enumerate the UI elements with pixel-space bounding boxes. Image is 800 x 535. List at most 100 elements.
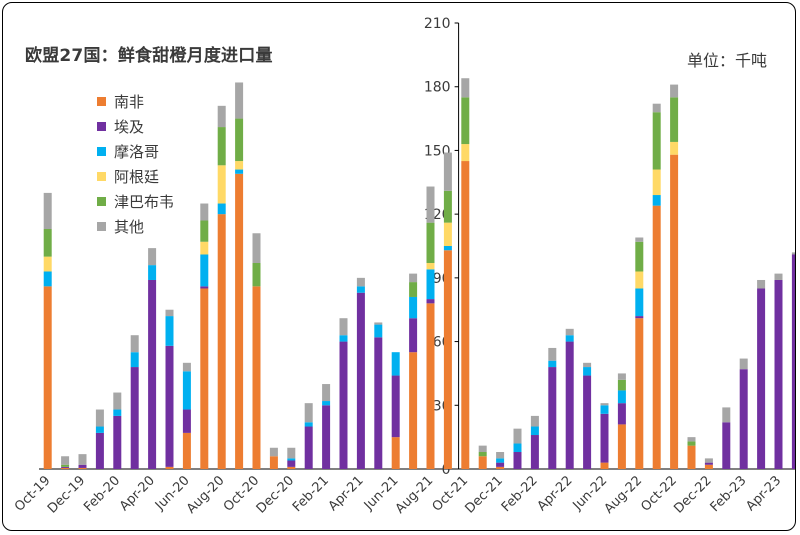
legend-swatch — [97, 172, 106, 181]
x-tick-label: Feb-22 — [499, 473, 541, 515]
bar-segment — [287, 447, 296, 459]
legend-label: 南非 — [114, 93, 145, 111]
legend-label: 摩洛哥 — [114, 143, 160, 161]
chart-canvas: 0306090120150180210Oct-19Dec-19Feb-20Apr… — [12, 16, 795, 517]
x-tick-label: Dec-21 — [463, 473, 506, 516]
x-tick-label: Feb-20 — [81, 473, 123, 515]
bar-segment — [235, 173, 244, 470]
legend-item: 其他 — [97, 214, 174, 239]
bar-segment — [391, 437, 400, 469]
bar-segment — [409, 296, 418, 319]
bar-segment — [687, 441, 696, 446]
bar-segment — [339, 318, 348, 336]
legend-item: 埃及 — [97, 114, 174, 139]
x-tick-label: Dec-20 — [254, 473, 297, 516]
bar-segment — [304, 422, 313, 427]
bar-segment — [43, 256, 52, 272]
bar-segment — [496, 458, 505, 463]
bar-segment — [774, 279, 783, 469]
bar-segment — [182, 409, 191, 433]
bar-segment — [217, 165, 226, 204]
legend: 南非埃及摩洛哥阿根廷津巴布韦其他 — [97, 89, 174, 239]
bar-segment — [461, 144, 470, 162]
bar-segment — [339, 335, 348, 342]
bar-segment — [478, 456, 487, 469]
chart-title: 欧盟27国：鲜食甜橙月度进口量 — [25, 46, 273, 66]
bar-segment — [635, 241, 644, 272]
bar-segment — [496, 466, 505, 469]
legend-swatch — [97, 122, 106, 131]
bar-segment — [530, 435, 539, 469]
bar-segment — [635, 318, 644, 469]
bar-segment — [791, 252, 795, 255]
bar-segment — [61, 467, 70, 469]
bar-segment — [478, 445, 487, 453]
bar-segment — [443, 190, 452, 223]
bar-segment — [322, 401, 331, 406]
legend-label: 其他 — [114, 218, 145, 236]
bar-segment — [652, 112, 661, 170]
bar-segment — [200, 203, 209, 221]
x-tick-label: Aug-20 — [184, 473, 228, 517]
bar-segment — [78, 454, 87, 465]
bar-segment — [635, 271, 644, 289]
bar-segment — [757, 288, 766, 469]
bar-segment — [252, 233, 261, 263]
bar-segment — [200, 254, 209, 287]
bar-segment — [443, 152, 452, 191]
y-tick-label: 180 — [424, 80, 451, 96]
legend-item: 南非 — [97, 89, 174, 114]
bar-segment — [791, 254, 795, 469]
bar-segment — [670, 141, 679, 155]
bar-segment — [583, 375, 592, 469]
bar-segment — [165, 316, 174, 346]
bar-segment — [652, 205, 661, 469]
bar-segment — [635, 237, 644, 242]
bar-segment — [113, 409, 122, 416]
bar-segment — [356, 286, 365, 293]
bar-segment — [687, 445, 696, 469]
bar-segment — [165, 345, 174, 467]
legend-swatch — [97, 147, 106, 156]
bar-segment — [235, 82, 244, 119]
legend-item: 阿根廷 — [97, 164, 174, 189]
bar-segment — [426, 269, 435, 300]
bar-segment — [617, 403, 626, 425]
unit-label: 单位：千吨 — [686, 51, 767, 70]
bar-segment — [287, 460, 296, 467]
bar-segment — [200, 220, 209, 242]
bar-segment — [478, 452, 487, 457]
bar-segment — [356, 277, 365, 287]
bar-segment — [43, 229, 52, 257]
bar-segment — [426, 222, 435, 263]
y-tick-label: 0 — [442, 462, 451, 478]
bar-segment — [722, 422, 731, 469]
bar-segment — [530, 415, 539, 427]
bar-segment — [95, 409, 104, 427]
bar-segment — [374, 337, 383, 469]
x-tick-label: Dec-22 — [671, 473, 714, 516]
bar-segment — [130, 352, 139, 368]
bar-segment — [583, 367, 592, 376]
bar-segment — [670, 84, 679, 98]
bar-segment — [496, 452, 505, 459]
bar-segment — [113, 415, 122, 469]
bar-segment — [374, 324, 383, 338]
bar-segment — [235, 161, 244, 170]
bar-segment — [130, 335, 139, 353]
bar-segment — [95, 432, 104, 469]
bar-segment — [61, 464, 70, 467]
bar-segment — [322, 384, 331, 402]
bar-segment — [113, 392, 122, 410]
bar-segment — [617, 390, 626, 404]
bar-segment — [43, 286, 52, 469]
legend-label: 阿根廷 — [114, 168, 160, 186]
bar-segment — [391, 352, 400, 376]
bar-segment — [652, 169, 661, 196]
legend-label: 津巴布韦 — [114, 193, 175, 211]
bar-segment — [409, 282, 418, 297]
bar-segment — [617, 424, 626, 469]
bar-segment — [322, 405, 331, 469]
bar-segment — [443, 250, 452, 469]
bar-segment — [304, 403, 313, 423]
